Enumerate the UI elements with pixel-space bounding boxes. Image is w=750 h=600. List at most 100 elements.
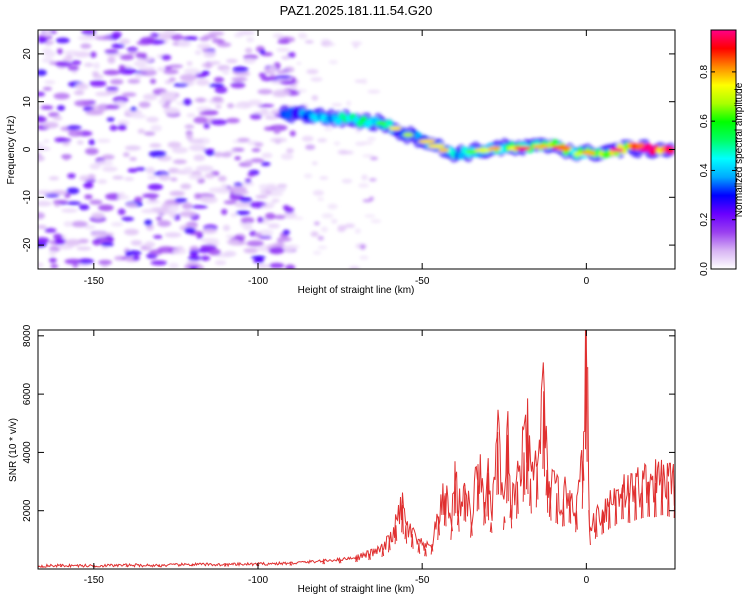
noise-blob [77, 258, 94, 265]
noise-blob [38, 69, 47, 76]
noise-blob [127, 78, 141, 84]
x-tick-label: -50 [415, 575, 430, 586]
noise-blob [170, 177, 178, 182]
noise-blob [282, 245, 296, 252]
noise-blob [184, 124, 195, 129]
noise-blob [293, 216, 304, 220]
noise-blob [273, 214, 286, 220]
noise-blob [229, 186, 247, 193]
noise-blob [197, 43, 211, 50]
noise-blob [231, 77, 248, 82]
noise-blob [164, 66, 172, 70]
y-tick-label: 6000 [22, 383, 33, 406]
noise-blob [150, 260, 168, 266]
noise-blob [370, 156, 378, 161]
spectrogram-y-axis-label: Frequency (Hz) [6, 116, 17, 185]
noise-blob [92, 74, 104, 79]
noise-blob [157, 246, 175, 254]
noise-blob [156, 216, 162, 221]
noise-blob [44, 80, 56, 85]
ridge-hotspot [388, 126, 402, 131]
noise-blob [52, 199, 69, 204]
noise-blob [149, 78, 157, 85]
spectrogram-noise-field [38, 30, 382, 269]
noise-blob [261, 152, 273, 159]
noise-blob [144, 219, 153, 226]
noise-blob [66, 201, 82, 206]
noise-blob [234, 201, 251, 208]
noise-blob [337, 224, 347, 231]
noise-blob [188, 173, 204, 180]
noise-blob [341, 178, 353, 184]
noise-blob [222, 224, 231, 232]
noise-blob [269, 137, 288, 143]
noise-blob [278, 186, 287, 192]
noise-blob [310, 77, 323, 82]
noise-blob [198, 111, 213, 116]
noise-blob [91, 71, 100, 76]
x-tick-label: -150 [84, 575, 104, 586]
noise-blob [260, 188, 266, 196]
noise-blob [179, 74, 198, 82]
noise-blob [183, 68, 201, 75]
noise-blob [50, 264, 59, 269]
snr-x-axis: -150 -100 -50 0 [84, 330, 590, 586]
noise-blob [230, 212, 238, 218]
noise-blob [38, 116, 47, 123]
noise-blob [163, 69, 179, 75]
noise-blob [201, 196, 218, 204]
noise-blob [134, 196, 143, 203]
noise-blob [177, 40, 192, 48]
noise-blob [317, 197, 325, 201]
noise-blob [325, 43, 336, 47]
spectrogram-y-axis: -20 -10 0 10 20 [22, 48, 675, 252]
noise-blob [258, 235, 272, 239]
noise-blob [296, 61, 302, 65]
noise-blob [63, 221, 73, 227]
colorbar-tick-label: 0.8 [699, 64, 710, 78]
noise-blob [244, 159, 254, 165]
noise-blob [172, 159, 187, 165]
x-tick-label: 0 [584, 276, 590, 287]
y-tick-label: 0 [22, 146, 33, 152]
noise-blob [203, 122, 210, 129]
noise-blob [138, 66, 155, 71]
y-tick-label: -20 [22, 237, 33, 252]
noise-blob [55, 37, 70, 44]
noise-blob [81, 30, 97, 36]
noise-blob [63, 154, 70, 161]
noise-blob [199, 255, 211, 261]
noise-blob [133, 60, 147, 67]
noise-blob [208, 248, 221, 256]
colorbar-tick-label: 0.0 [699, 262, 710, 276]
noise-blob [246, 37, 254, 43]
noise-blob [38, 190, 53, 195]
noise-blob [233, 182, 244, 187]
noise-blob [127, 51, 137, 55]
snr-y-axis-label: SNR (10 * v/v) [8, 418, 19, 482]
noise-blob [201, 62, 214, 68]
noise-blob [260, 76, 276, 82]
noise-blob [143, 208, 154, 213]
noise-blob [119, 38, 131, 45]
noise-blob [282, 229, 290, 236]
noise-blob [243, 58, 256, 64]
noise-blob [354, 228, 361, 234]
noise-blob [193, 154, 206, 162]
noise-blob [53, 92, 70, 100]
x-tick-label: -150 [84, 276, 104, 287]
noise-blob [76, 140, 84, 145]
noise-blob [41, 57, 54, 63]
noise-blob [304, 40, 314, 44]
x-tick-label: -100 [248, 575, 268, 586]
ridge-hotspot [638, 147, 657, 152]
noise-blob [44, 228, 57, 233]
noise-blob [80, 43, 92, 49]
spectrogram-x-axis: -150 -100 -50 0 [84, 30, 590, 287]
noise-blob [158, 174, 171, 181]
noise-blob [91, 212, 105, 220]
noise-blob [53, 233, 63, 240]
noise-blob [88, 139, 96, 146]
